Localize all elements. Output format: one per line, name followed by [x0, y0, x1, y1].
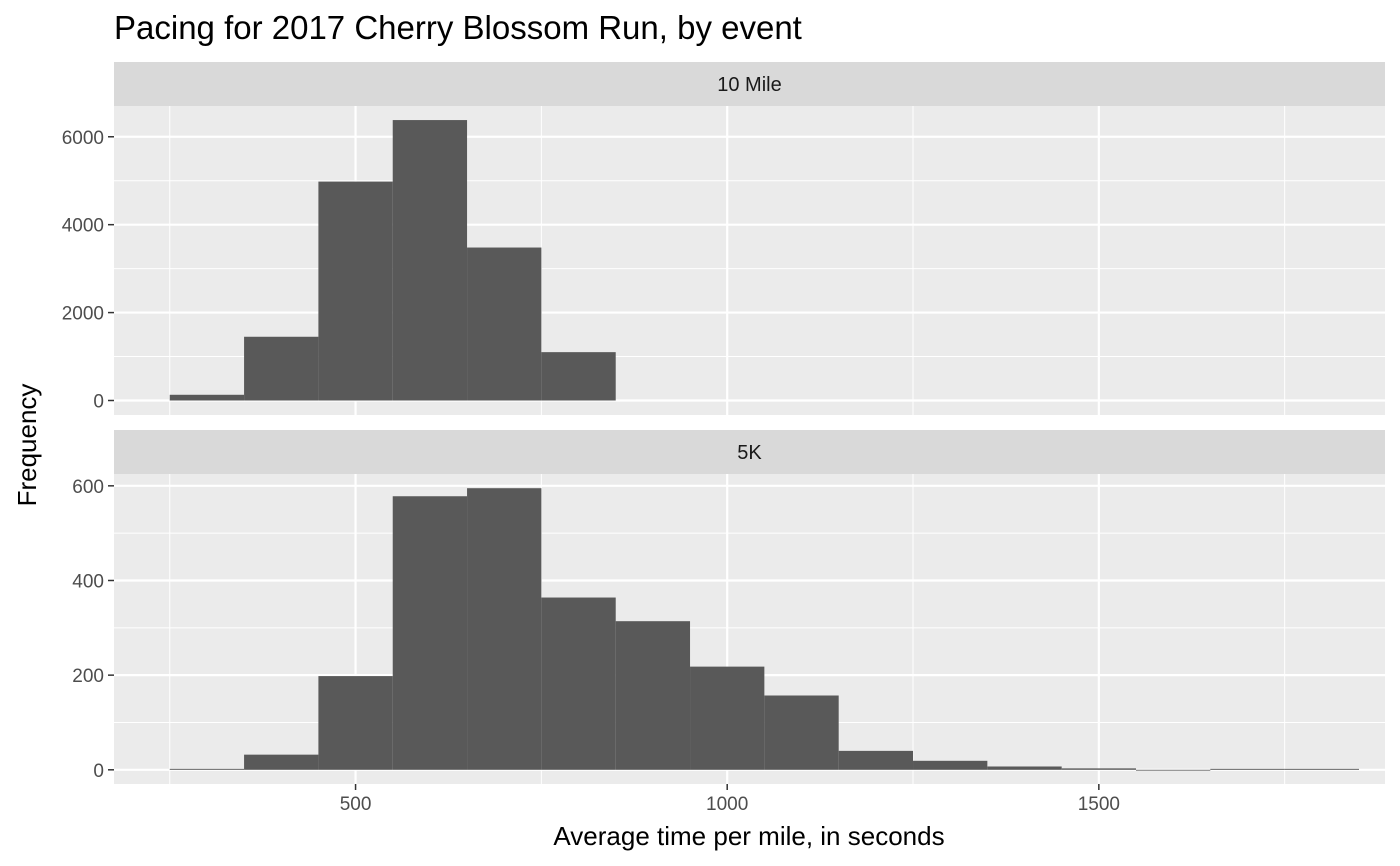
histogram-bar — [392, 120, 468, 401]
histogram-bar — [913, 760, 988, 770]
y-tick-label: 2000 — [62, 304, 104, 325]
x-axis: 500 1000 1500 — [340, 784, 1120, 815]
facet-panel: 5K 0 200 400 600 — [72, 430, 1385, 784]
histogram-bar — [467, 247, 542, 401]
facet-strip-label: 10 Mile — [717, 74, 781, 96]
x-tick-label: 1500 — [1078, 794, 1120, 815]
histogram-bar — [169, 768, 245, 770]
histogram-bar — [467, 488, 542, 770]
histogram-bar — [392, 496, 468, 770]
histogram-bar — [318, 676, 393, 770]
chart-title: Pacing for 2017 Cherry Blossom Run, by e… — [114, 9, 802, 46]
histogram-bar — [541, 352, 616, 401]
histogram-bar — [541, 597, 616, 770]
histogram-bar — [244, 754, 319, 770]
facet-strip — [114, 62, 1385, 106]
histogram-bar — [244, 336, 319, 401]
histogram-bar — [987, 766, 1062, 770]
histogram-bar — [838, 750, 914, 770]
y-tick-label: 6000 — [62, 128, 104, 149]
y-tick-label: 4000 — [62, 216, 104, 237]
histogram-bar — [690, 666, 765, 770]
y-tick-label: 200 — [72, 666, 104, 687]
histogram-bar — [1284, 768, 1359, 770]
y-tick-label: 400 — [72, 571, 104, 592]
y-tick-label: 0 — [93, 761, 104, 782]
histogram-bar — [1061, 768, 1137, 770]
y-tick-label: 600 — [72, 477, 104, 498]
y-axis-title: Frequency — [12, 384, 42, 507]
histogram-bar — [169, 394, 245, 401]
histogram-bar — [1136, 769, 1211, 771]
histogram-bar — [764, 695, 839, 770]
facet-strip-label: 5K — [737, 442, 762, 464]
histogram-bar — [318, 181, 393, 401]
x-tick-label: 1000 — [706, 794, 748, 815]
facet-panel: 10 Mile 0 2000 4000 6000 — [62, 62, 1385, 415]
x-axis-title: Average time per mile, in seconds — [553, 821, 944, 851]
y-tick-label: 0 — [93, 391, 104, 412]
facet-strip — [114, 430, 1385, 474]
histogram-bar — [1210, 768, 1285, 770]
histogram-bar — [615, 621, 691, 770]
facet-panels: 10 Mile 0 2000 4000 6000 5K 0 200 400 600 — [62, 62, 1385, 784]
x-tick-label: 500 — [340, 794, 372, 815]
